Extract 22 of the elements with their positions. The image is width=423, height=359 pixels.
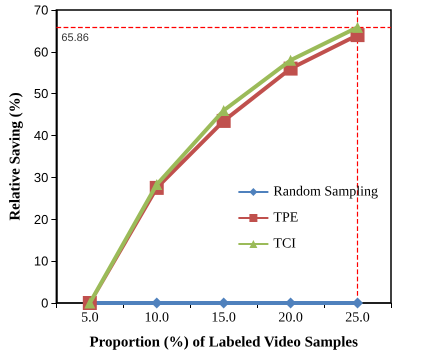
legend-label: Random Sampling bbox=[273, 184, 378, 200]
y-tick-label: 30 bbox=[34, 170, 48, 185]
x-tick-label: 15.0 bbox=[211, 310, 236, 326]
x-tick-label: 20.0 bbox=[278, 310, 303, 326]
x-tick-label: 5.0 bbox=[81, 310, 99, 326]
y-tick-label: 40 bbox=[34, 128, 48, 144]
y-tick-label: 0 bbox=[41, 296, 48, 310]
x-tick-label: 25.0 bbox=[345, 310, 370, 326]
y-tick-label: 10 bbox=[34, 254, 48, 269]
legend-label: TPE bbox=[273, 210, 298, 226]
y-tick-label: 60 bbox=[34, 44, 48, 60]
x-axis-title: Proportion (%) of Labeled Video Samples bbox=[89, 334, 358, 350]
y-tick-label: 50 bbox=[34, 86, 48, 102]
x-tick-label: 10.0 bbox=[144, 310, 169, 326]
legend-label: TCI bbox=[273, 236, 296, 252]
y-tick-label: 70 bbox=[34, 2, 48, 18]
point bbox=[352, 22, 364, 33]
y-axis-title: Relative Saving (%) bbox=[8, 92, 24, 221]
ref-line-label: 65.86 bbox=[61, 32, 89, 44]
point bbox=[151, 179, 162, 190]
point bbox=[285, 54, 296, 66]
y-tick-label: 20 bbox=[34, 212, 48, 227]
